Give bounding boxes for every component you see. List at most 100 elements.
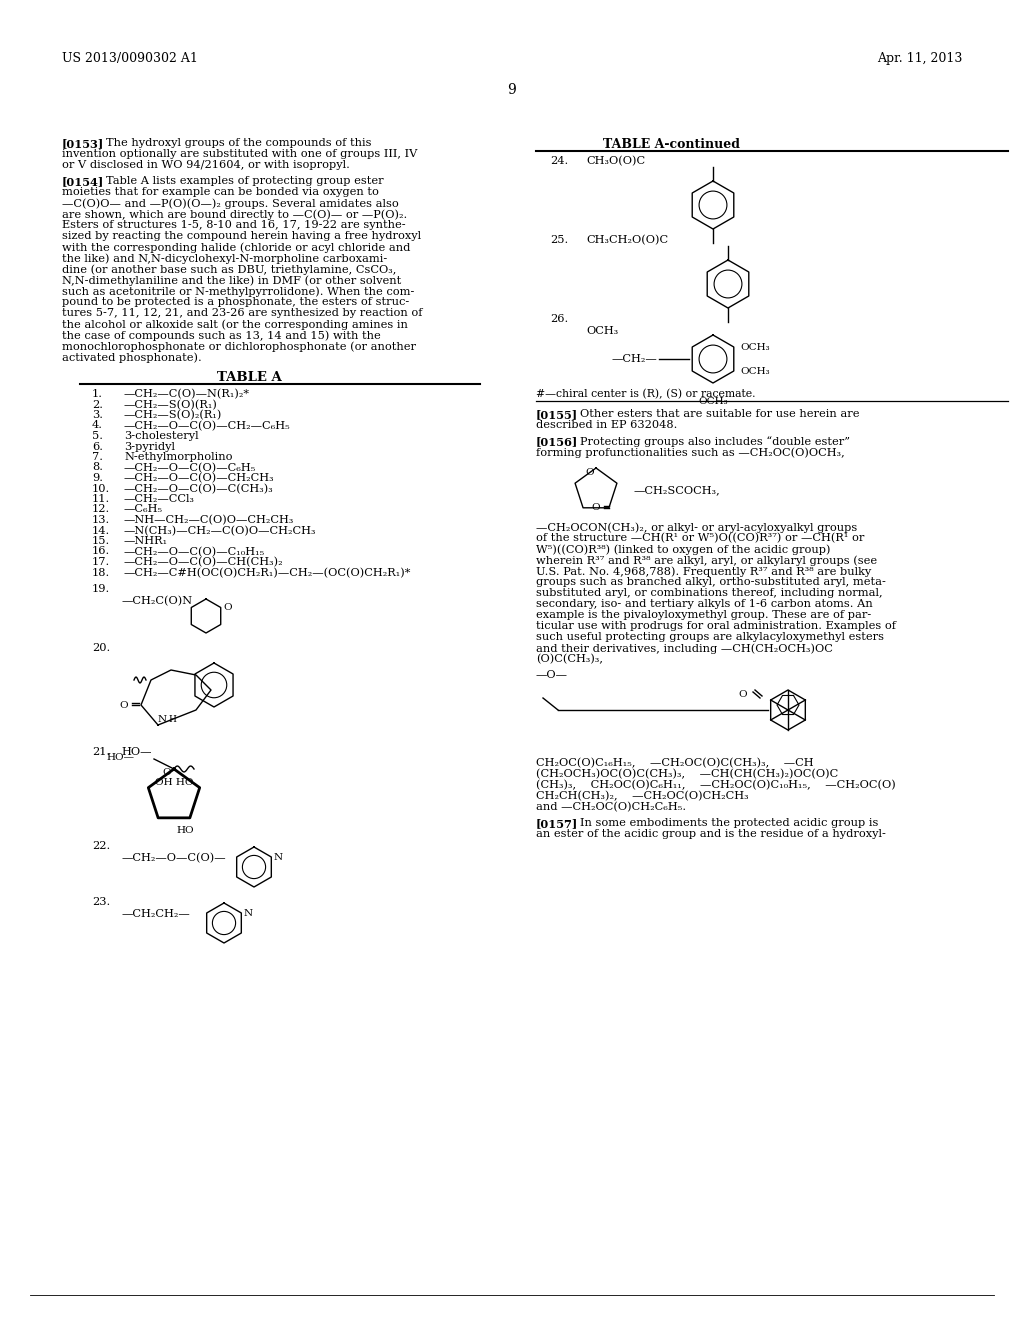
- Text: 26.: 26.: [550, 314, 568, 323]
- Text: (CH₃)₃,    CH₂OC(O)C₆H₁₁,    —CH₂OC(O)C₁₀H₁₅,    —CH₂OC(O): (CH₃)₃, CH₂OC(O)C₆H₁₁, —CH₂OC(O)C₁₀H₁₅, …: [536, 780, 896, 791]
- Text: —N(CH₃)—CH₂—C(O)O—CH₂CH₃: —N(CH₃)—CH₂—C(O)O—CH₂CH₃: [124, 525, 316, 536]
- Text: CH₃CH₂O(O)C: CH₃CH₂O(O)C: [586, 235, 668, 246]
- Text: 12.: 12.: [92, 504, 111, 515]
- Text: and their derivatives, including —CH(CH₂OCH₃)OC: and their derivatives, including —CH(CH₂…: [536, 643, 833, 653]
- Text: activated phosphonate).: activated phosphonate).: [62, 352, 202, 363]
- Text: —NH—CH₂—C(O)O—CH₂CH₃: —NH—CH₂—C(O)O—CH₂CH₃: [124, 515, 294, 525]
- Text: N: N: [158, 714, 167, 723]
- Text: example is the pivaloyloxymethyl group. These are of par-: example is the pivaloyloxymethyl group. …: [536, 610, 871, 620]
- Text: 22.: 22.: [92, 841, 111, 851]
- Text: —CH₂—C#H(OC(O)CH₂R₁)—CH₂—(OC(O)CH₂R₁)*: —CH₂—C#H(OC(O)CH₂R₁)—CH₂—(OC(O)CH₂R₁)*: [124, 568, 412, 578]
- Text: —CH₂—O—C(O)—: —CH₂—O—C(O)—: [121, 853, 225, 863]
- Text: O: O: [223, 603, 232, 612]
- Text: In some embodiments the protected acidic group is: In some embodiments the protected acidic…: [580, 818, 879, 828]
- Text: O: O: [120, 701, 128, 710]
- Text: 5.: 5.: [92, 432, 103, 441]
- Text: —CH₂SCOCH₃,: —CH₂SCOCH₃,: [633, 484, 720, 495]
- Text: —O—: —O—: [536, 671, 568, 680]
- Text: [0154]: [0154]: [62, 176, 104, 187]
- Text: 3-pyridyl: 3-pyridyl: [124, 441, 175, 451]
- Text: moieties that for example can be bonded via oxygen to: moieties that for example can be bonded …: [62, 187, 379, 197]
- Text: N: N: [273, 853, 283, 862]
- Text: HO: HO: [176, 826, 194, 834]
- Text: 13.: 13.: [92, 515, 111, 525]
- Text: H: H: [168, 715, 176, 725]
- Text: US 2013/0090302 A1: US 2013/0090302 A1: [62, 51, 198, 65]
- Text: —CH₂—O—C(O)—CH₂—C₆H₅: —CH₂—O—C(O)—CH₂—C₆H₅: [124, 421, 291, 430]
- Text: 9.: 9.: [92, 473, 103, 483]
- Text: invention optionally are substituted with one of groups III, IV: invention optionally are substituted wit…: [62, 149, 418, 158]
- Text: and —CH₂OC(O)CH₂C₆H₅.: and —CH₂OC(O)CH₂C₆H₅.: [536, 803, 686, 812]
- Text: secondary, iso- and tertiary alkyls of 1-6 carbon atoms. An: secondary, iso- and tertiary alkyls of 1…: [536, 599, 872, 609]
- Text: 9: 9: [508, 83, 516, 96]
- Text: 11.: 11.: [92, 494, 111, 504]
- Text: wherein R³⁷ and R³⁸ are alkyl, aryl, or alkylaryl groups (see: wherein R³⁷ and R³⁸ are alkyl, aryl, or …: [536, 554, 878, 565]
- Text: —NHR₁: —NHR₁: [124, 536, 168, 546]
- Text: TABLE A-continued: TABLE A-continued: [603, 139, 740, 150]
- Text: HO—: HO—: [121, 747, 152, 756]
- Text: 1.: 1.: [92, 389, 103, 399]
- Text: such useful protecting groups are alkylacyloxymethyl esters: such useful protecting groups are alkyla…: [536, 632, 884, 642]
- Text: (O)C(CH₃)₃,: (O)C(CH₃)₃,: [536, 653, 603, 664]
- Text: the like) and N,N-dicyclohexyl-N-morpholine carboxami-: the like) and N,N-dicyclohexyl-N-morphol…: [62, 253, 387, 264]
- Text: Apr. 11, 2013: Apr. 11, 2013: [877, 51, 962, 65]
- Text: dine (or another base such as DBU, triethylamine, CsCO₃,: dine (or another base such as DBU, triet…: [62, 264, 396, 275]
- Text: OCH₃: OCH₃: [740, 342, 770, 351]
- Text: O: O: [163, 768, 171, 777]
- Text: sized by reacting the compound herein having a free hydroxyl: sized by reacting the compound herein ha…: [62, 231, 421, 242]
- Text: the alcohol or alkoxide salt (or the corresponding amines in: the alcohol or alkoxide salt (or the cor…: [62, 319, 408, 330]
- Text: CH₂OC(O)C₁₆H₁₅,    —CH₂OC(O)C(CH₃)₃,    —CH: CH₂OC(O)C₁₆H₁₅, —CH₂OC(O)C(CH₃)₃, —CH: [536, 758, 814, 768]
- Text: 16.: 16.: [92, 546, 111, 557]
- Text: such as acetonitrile or N-methylpyrrolidone). When the com-: such as acetonitrile or N-methylpyrrolid…: [62, 286, 415, 297]
- Text: 3-cholesteryl: 3-cholesteryl: [124, 432, 199, 441]
- Text: —CH₂—O—C(O)—C₁₀H₁₅: —CH₂—O—C(O)—C₁₀H₁₅: [124, 546, 265, 557]
- Text: 21.: 21.: [92, 747, 111, 756]
- Text: W⁵)((CO)R³⁸) (linked to oxygen of the acidic group): W⁵)((CO)R³⁸) (linked to oxygen of the ac…: [536, 544, 830, 554]
- Text: —CH₂CH₂—: —CH₂CH₂—: [121, 909, 189, 919]
- Text: [0153]: [0153]: [62, 139, 104, 149]
- Text: groups such as branched alkyl, ortho-substituted aryl, meta-: groups such as branched alkyl, ortho-sub…: [536, 577, 886, 587]
- Text: —CH₂—S(O)(R₁): —CH₂—S(O)(R₁): [124, 400, 218, 409]
- Text: —C(O)O— and —P(O)(O—)₂ groups. Several amidates also: —C(O)O— and —P(O)(O—)₂ groups. Several a…: [62, 198, 398, 209]
- Text: 23.: 23.: [92, 898, 111, 907]
- Text: Other esters that are suitable for use herein are: Other esters that are suitable for use h…: [580, 409, 859, 418]
- Text: —CH₂—O—C(O)—CH(CH₃)₂: —CH₂—O—C(O)—CH(CH₃)₂: [124, 557, 284, 568]
- Text: 18.: 18.: [92, 568, 111, 578]
- Text: N: N: [244, 908, 253, 917]
- Text: [0157]: [0157]: [536, 818, 579, 829]
- Text: —CH₂—C(O)—N(R₁)₂*: —CH₂—C(O)—N(R₁)₂*: [124, 389, 250, 400]
- Text: O: O: [592, 503, 600, 512]
- Text: —CH₂OCON(CH₃)₂, or alkyl- or aryl-acyloxyalkyl groups: —CH₂OCON(CH₃)₂, or alkyl- or aryl-acylox…: [536, 521, 857, 532]
- Text: —CH₂—: —CH₂—: [611, 354, 657, 364]
- Text: Protecting groups also includes “double ester”: Protecting groups also includes “double …: [580, 436, 850, 446]
- Text: —CH₂C(O)N: —CH₂C(O)N: [121, 597, 193, 606]
- Text: The hydroxyl groups of the compounds of this: The hydroxyl groups of the compounds of …: [106, 139, 372, 148]
- Text: pound to be protected is a phosphonate, the esters of struc-: pound to be protected is a phosphonate, …: [62, 297, 410, 308]
- Text: O: O: [586, 469, 594, 477]
- Text: #—chiral center is (R), (S) or racemate.: #—chiral center is (R), (S) or racemate.: [536, 389, 756, 400]
- Text: described in EP 632048.: described in EP 632048.: [536, 420, 677, 430]
- Text: 7.: 7.: [92, 451, 103, 462]
- Text: O: O: [738, 690, 748, 700]
- Text: N-ethylmorpholino: N-ethylmorpholino: [124, 451, 232, 462]
- Text: 6.: 6.: [92, 441, 103, 451]
- Text: 14.: 14.: [92, 525, 111, 536]
- Text: with the corresponding halide (chloride or acyl chloride and: with the corresponding halide (chloride …: [62, 242, 411, 252]
- Text: 2.: 2.: [92, 400, 103, 409]
- Text: (CH₂OCH₃)OC(O)C(CH₃)₃,    —CH(CH(CH₃)₂)OC(O)C: (CH₂OCH₃)OC(O)C(CH₃)₃, —CH(CH(CH₃)₂)OC(O…: [536, 770, 839, 779]
- Text: OCH₃: OCH₃: [740, 367, 770, 375]
- Text: 20.: 20.: [92, 643, 111, 653]
- Text: an ester of the acidic group and is the residue of a hydroxyl-: an ester of the acidic group and is the …: [536, 829, 886, 840]
- Text: ticular use with prodrugs for oral administration. Examples of: ticular use with prodrugs for oral admin…: [536, 620, 896, 631]
- Text: N,N-dimethylaniline and the like) in DMF (or other solvent: N,N-dimethylaniline and the like) in DMF…: [62, 275, 401, 285]
- Text: 8.: 8.: [92, 462, 103, 473]
- Text: 17.: 17.: [92, 557, 111, 568]
- Text: —CH₂—S(O)₂(R₁): —CH₂—S(O)₂(R₁): [124, 411, 222, 420]
- Text: OH HO: OH HO: [156, 779, 194, 787]
- Text: Table A lists examples of protecting group ester: Table A lists examples of protecting gro…: [106, 176, 384, 186]
- Text: are shown, which are bound directly to —C(O)— or —P(O)₂.: are shown, which are bound directly to —…: [62, 209, 408, 219]
- Text: 25.: 25.: [550, 235, 568, 246]
- Text: —CH₂—CCl₃: —CH₂—CCl₃: [124, 494, 195, 504]
- Text: —CH₂—O—C(O)—C₆H₅: —CH₂—O—C(O)—C₆H₅: [124, 462, 256, 473]
- Text: 4.: 4.: [92, 421, 103, 430]
